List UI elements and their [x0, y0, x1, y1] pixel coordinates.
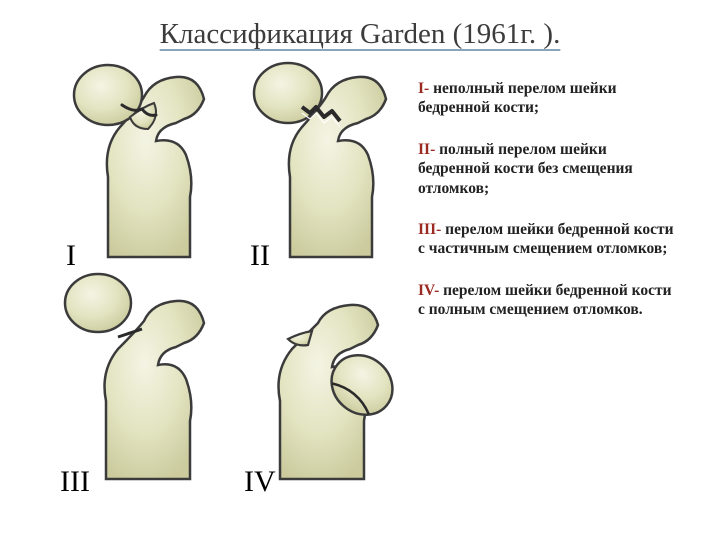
figure-label-III: III: [60, 465, 90, 499]
desc-III: III- перелом шейки бедренной кости с час…: [418, 220, 680, 259]
bone-type-III: [65, 274, 204, 479]
bones-diagram: [40, 61, 400, 501]
slide: Классификация Garden (1961г. ).: [0, 0, 720, 540]
bone-type-IV: [279, 305, 401, 479]
description-list: I- неполный перелом шейки бедренной кост…: [418, 61, 680, 501]
desc-I-lead: I-: [418, 80, 429, 97]
desc-II-text: полный перелом шейки бедренной кости без…: [418, 141, 633, 197]
page-title: Классификация Garden (1961г. ).: [40, 18, 680, 51]
desc-III-text: перелом шейки бедренной кости с частичны…: [418, 221, 674, 257]
desc-IV-lead: IV-: [418, 282, 439, 299]
desc-I: I- неполный перелом шейки бедренной кост…: [418, 79, 680, 118]
classification-figure: I II III IV: [40, 61, 400, 501]
content-row: I II III IV I- неполный перелом шейки бе…: [40, 61, 680, 501]
desc-IV: IV- перелом шейки бедренной кости с полн…: [418, 281, 680, 320]
desc-II-lead: II-: [418, 141, 435, 158]
bone-type-II: [254, 63, 386, 257]
desc-II: II- полный перелом шейки бедренной кости…: [418, 140, 680, 198]
desc-I-text: неполный перелом шейки бедренной кости;: [418, 80, 617, 116]
figure-label-I: I: [66, 239, 76, 273]
figure-label-IV: IV: [244, 465, 276, 499]
figure-label-II: II: [250, 239, 270, 273]
desc-III-lead: III-: [418, 221, 441, 238]
bone-type-I: [74, 65, 204, 257]
desc-IV-text: перелом шейки бедренной кости с полным с…: [418, 282, 672, 318]
